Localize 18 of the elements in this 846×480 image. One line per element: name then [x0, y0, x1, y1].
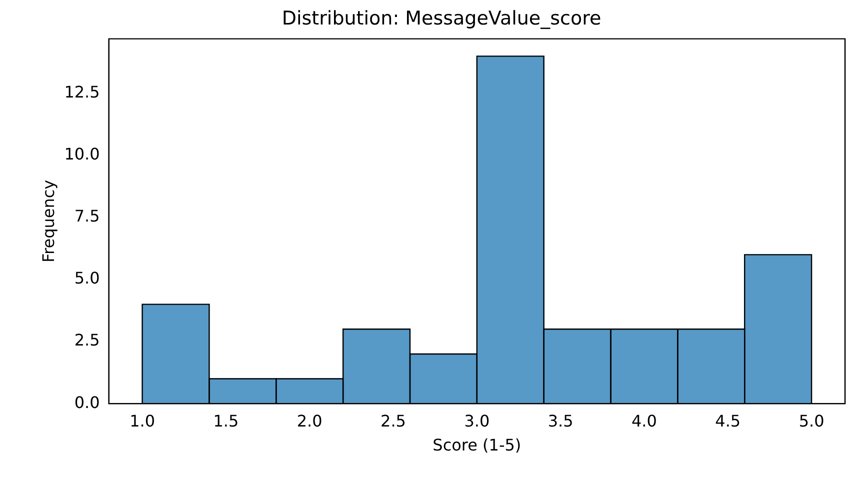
x-tick-label: 4.5	[715, 411, 741, 430]
x-tick-label: 2.5	[380, 411, 406, 430]
y-tick-label: 2.5	[74, 330, 100, 350]
x-tick-label: 3.0	[464, 411, 490, 430]
x-tick-label: 2.0	[296, 411, 322, 430]
y-tick-label: 10.0	[64, 144, 100, 164]
x-tick-label: 3.5	[548, 411, 574, 430]
x-tick-label: 5.0	[798, 411, 824, 430]
y-tick-label: 0.0	[74, 392, 100, 412]
y-tick-label: 7.5	[74, 206, 100, 226]
y-axis-title: Frequency	[38, 180, 58, 263]
chart-title: Distribution: MessageValue_score	[282, 7, 602, 30]
x-axis-title: Score (1-5)	[432, 436, 522, 455]
x-tick-label: 1.0	[130, 411, 156, 430]
x-tick-label: 4.0	[632, 411, 657, 430]
y-tick-label: 5.0	[74, 268, 100, 288]
y-tick-label: 12.5	[64, 82, 100, 102]
x-tick-label: 1.5	[213, 411, 239, 430]
